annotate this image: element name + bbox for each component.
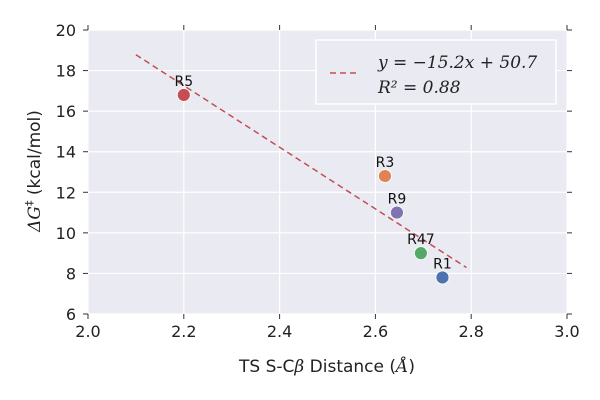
grid-lines — [87, 29, 568, 315]
x-tick-label: 2.0 — [75, 322, 100, 341]
data-point-r5 — [176, 88, 191, 102]
data-point-label-r5: R5 — [174, 74, 193, 90]
y-tick-label: 18 — [56, 62, 76, 81]
data-point-label-r1: R1 — [433, 256, 452, 272]
x-tick-label: 2.4 — [267, 322, 292, 341]
legend-equation: y = −15.2x + 50.7 — [377, 53, 537, 73]
x-tick-label: 2.2 — [171, 322, 196, 341]
fit-line — [135, 54, 467, 269]
legend-r-squared: R² = 0.88 — [377, 78, 461, 98]
y-tick-label: 10 — [56, 224, 76, 243]
x-tick-label: 3.0 — [554, 322, 579, 341]
x-tick-label: 2.8 — [458, 322, 483, 341]
y-tick-label: 8 — [66, 264, 76, 283]
data-point-r9 — [390, 205, 404, 220]
legend-box — [315, 39, 557, 105]
data-point-label-r3: R3 — [376, 155, 395, 171]
y-tick-label: 16 — [56, 102, 76, 121]
legend: y = −15.2x + 50.7 R² = 0.88 — [315, 39, 557, 105]
y-tick-label: 20 — [56, 21, 76, 40]
data-point-r1 — [435, 270, 450, 285]
y-axis-label: ΔG‡ (kcal/mol) — [23, 110, 45, 233]
data-point-r3 — [378, 169, 392, 183]
axis-ticks: 2.0 2.2 2.4 2.6 2.8 3.0 6 8 10 12 14 16 18 20 — [56, 21, 580, 341]
data-points: R5 R3 R9 R47 R1 — [174, 74, 452, 285]
y-tick-label: 14 — [56, 143, 76, 162]
data-point-label-r47: R47 — [407, 232, 435, 248]
data-point-label-r9: R9 — [388, 192, 407, 208]
y-tick-label: 6 — [66, 305, 76, 324]
x-axis-label: TS S-Cβ Distance (Å) — [238, 356, 415, 377]
y-tick-label: 12 — [56, 183, 76, 202]
x-tick-label: 2.6 — [363, 322, 388, 341]
data-point-r47 — [414, 246, 428, 261]
